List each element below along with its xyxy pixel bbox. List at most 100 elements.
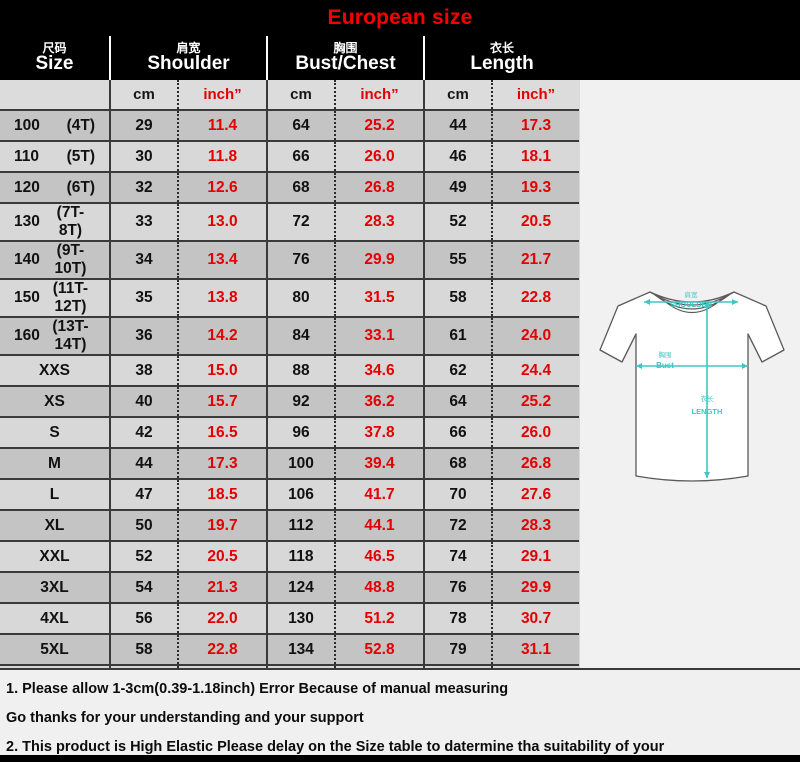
cell-shoulder-inch: 13.8 [177, 279, 267, 318]
size-cell-inner: 140 (9T-10T) [0, 242, 109, 278]
length-label-cn: 衣长 [701, 394, 715, 403]
cell-shoulder-inch: 18.5 [177, 479, 267, 511]
table-row: 4XL 56 22.0 130 51.2 78 30.7 [0, 603, 580, 635]
unit-blank [0, 80, 110, 111]
unit-length-inch: inch” [491, 80, 580, 111]
size-code: XS [44, 392, 65, 410]
cell-bust-inch: 29.9 [333, 241, 425, 280]
cell-length-inch: 29.9 [491, 572, 580, 604]
cell-shoulder-inch: 17.3 [177, 448, 267, 480]
cell-shoulder-inch: 11.8 [177, 141, 267, 173]
cell-shoulder-cm: 54 [109, 572, 178, 604]
cell-length-inch: 24.0 [491, 317, 580, 356]
table-row: XXL 52 20.5 118 46.5 74 29.1 [0, 541, 580, 573]
bust-arrow-right-icon [742, 363, 748, 369]
size-cell-inner: 150 (11T-12T) [0, 280, 109, 316]
size-cell-inner: XXL [0, 548, 109, 566]
cell-shoulder-cm: 42 [109, 417, 178, 449]
cell-length-cm: 49 [423, 172, 493, 204]
size-age: (9T-10T) [54, 242, 87, 277]
size-age: (11T-12T) [52, 280, 89, 315]
cell-bust-inch: 28.3 [333, 203, 425, 242]
shoulder-label-en: SHOULDER [670, 300, 713, 309]
cell-shoulder-inch: 13.4 [177, 241, 267, 280]
header-group-shoulder-en: Shoulder [147, 53, 230, 75]
cell-bust-cm: 64 [266, 110, 335, 142]
unit-bust-inch: inch” [333, 80, 425, 111]
cell-size: S [0, 417, 110, 449]
cell-shoulder-cm: 56 [109, 603, 178, 635]
table-row: XXS 38 15.0 88 34.6 62 24.4 [0, 355, 580, 387]
cell-length-inch: 22.8 [491, 279, 580, 318]
header-group-length-cn: 衣长 [490, 40, 515, 55]
cell-bust-cm: 100 [266, 448, 335, 480]
size-code: 5XL [40, 640, 69, 658]
cell-shoulder-cm: 29 [109, 110, 178, 142]
cell-shoulder-cm: 36 [109, 317, 178, 356]
cell-length-cm: 61 [423, 317, 493, 356]
shoulder-arrow-right-icon [732, 299, 738, 305]
cell-shoulder-inch: 20.5 [177, 541, 267, 573]
cell-size: XL [0, 510, 110, 542]
size-code: S [49, 423, 60, 441]
cell-length-inch: 17.3 [491, 110, 580, 142]
cell-length-cm: 78 [423, 603, 493, 635]
size-code: 100 [14, 116, 40, 134]
length-label-en: LENGTH [692, 407, 723, 416]
cell-length-cm: 44 [423, 110, 493, 142]
size-cell-inner: L [0, 486, 109, 504]
cell-bust-inch: 26.0 [333, 141, 425, 173]
size-cell-inner: 130 (7T-8T) [0, 204, 109, 240]
cell-length-cm: 68 [423, 448, 493, 480]
unit-shoulder-inch: inch” [177, 80, 267, 111]
table-head: 尺码 Size 肩宽 Shoulder 胸围 Bust/Chest 衣长 Len… [0, 36, 580, 111]
cell-shoulder-cm: 32 [109, 172, 178, 204]
cell-bust-inch: 31.5 [333, 279, 425, 318]
table-row: M 44 17.3 100 39.4 68 26.8 [0, 448, 580, 480]
cell-bust-cm: 106 [266, 479, 335, 511]
tshirt-body-path [599, 291, 785, 482]
cell-length-cm: 58 [423, 279, 493, 318]
unit-bust-cm: cm [266, 80, 335, 111]
cell-bust-inch: 36.2 [333, 386, 425, 418]
cell-length-cm: 70 [423, 479, 493, 511]
shoulder-arrow-left-icon [644, 299, 650, 305]
title-bar: European size [0, 0, 800, 36]
cell-shoulder-cm: 40 [109, 386, 178, 418]
header-group-size-en: Size [35, 53, 74, 75]
size-cell-inner: XXS [0, 362, 109, 380]
size-cell-inner: 5XL [0, 641, 109, 659]
cell-bust-inch: 46.5 [333, 541, 425, 573]
size-cell-inner: 3XL [0, 579, 109, 597]
cell-shoulder-cm: 50 [109, 510, 178, 542]
cell-length-inch: 20.5 [491, 203, 580, 242]
cell-bust-cm: 96 [266, 417, 335, 449]
cell-bust-cm: 134 [266, 634, 335, 666]
cell-bust-cm: 68 [266, 172, 335, 204]
header-group-size-cn: 尺码 [42, 40, 67, 55]
cell-length-cm: 74 [423, 541, 493, 573]
tshirt-illustration-svg: 肩宽 SHOULDER 胸围 Bust 衣长 LENGTH [599, 290, 785, 482]
bust-label-cn: 胸围 [659, 350, 672, 359]
cell-length-cm: 55 [423, 241, 493, 280]
cell-shoulder-cm: 52 [109, 541, 178, 573]
table-row: 130 (7T-8T) 33 13.0 72 28.3 52 20.5 [0, 203, 580, 242]
cell-length-cm: 64 [423, 386, 493, 418]
cell-bust-cm: 84 [266, 317, 335, 356]
cell-shoulder-inch: 15.7 [177, 386, 267, 418]
cell-bust-inch: 41.7 [333, 479, 425, 511]
cell-shoulder-cm: 35 [109, 279, 178, 318]
size-age: (4T) [66, 116, 95, 134]
cell-size: 120 (6T) [0, 172, 110, 204]
cell-bust-cm: 124 [266, 572, 335, 604]
size-code: XXL [39, 547, 70, 565]
bust-label-en: Bust [656, 361, 674, 370]
cell-shoulder-inch: 13.0 [177, 203, 267, 242]
cell-size: M [0, 448, 110, 480]
cell-size: 140 (9T-10T) [0, 241, 110, 280]
cell-shoulder-cm: 33 [109, 203, 178, 242]
cell-length-cm: 72 [423, 510, 493, 542]
size-code: 110 [14, 147, 40, 165]
cell-shoulder-inch: 15.0 [177, 355, 267, 387]
header-group-bust-en: Bust/Chest [295, 53, 396, 75]
